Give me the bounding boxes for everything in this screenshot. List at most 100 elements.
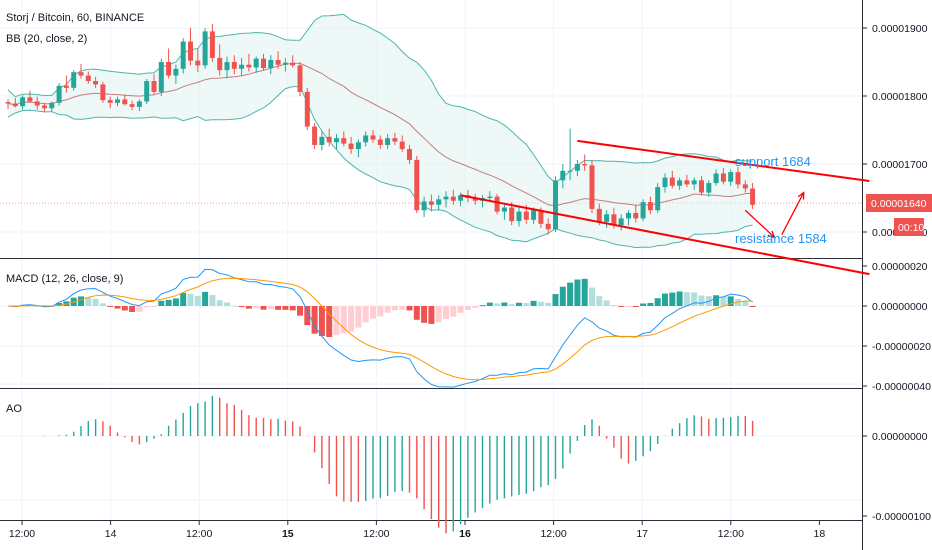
candle-body — [78, 72, 84, 76]
candle-body — [71, 72, 77, 88]
candle-body — [297, 65, 303, 92]
time-tick-label: 15 — [282, 528, 294, 540]
candle-body — [458, 195, 464, 201]
time-tick-label: 12:00 — [9, 528, 35, 540]
macd-histogram-bar — [224, 302, 230, 306]
macd-histogram-bar — [662, 293, 668, 306]
candle-body — [596, 208, 602, 222]
ao-tick-label: 0.00000000 — [872, 431, 928, 443]
candle-body — [334, 138, 339, 143]
candle-body — [501, 207, 507, 212]
candle-body — [253, 58, 259, 68]
time-tick-label: 12:00 — [540, 528, 566, 540]
projection-arrow — [781, 192, 805, 236]
bb-lower — [7, 86, 753, 249]
macd-histogram-bar — [435, 306, 442, 323]
candle-body — [450, 196, 456, 201]
bb-basis — [7, 62, 753, 207]
time-tick-label: 16 — [459, 528, 471, 540]
macd-histogram-bar — [216, 300, 223, 306]
candle-body — [531, 210, 537, 220]
macd-histogram-bar — [253, 306, 260, 309]
macd-histogram-bar — [603, 300, 610, 306]
macd-histogram-bar — [530, 300, 537, 306]
candle-body — [202, 31, 208, 66]
macd-histogram-bar — [99, 303, 106, 306]
candle-body — [750, 188, 756, 205]
macd-histogram-bar — [516, 302, 522, 306]
bb-indicator-label[interactable]: BB (20, close, 2) — [6, 33, 87, 45]
candle-body — [107, 100, 113, 103]
candle-body — [224, 62, 230, 71]
macd-histogram-bar — [348, 306, 355, 332]
symbol-title: Storj / Bitcoin, 60, BINANCE — [6, 12, 144, 24]
candle-body — [275, 59, 281, 65]
candle-body — [209, 31, 215, 58]
macd-tick-label: -0.00000040 — [872, 381, 931, 393]
candle-body — [246, 64, 252, 68]
candle-body — [472, 198, 478, 201]
macd-histogram-bar — [749, 306, 756, 307]
candle-body — [436, 199, 442, 205]
last-price-tag — [866, 194, 932, 212]
candle-body — [290, 62, 296, 66]
macd-histogram-bar — [326, 306, 333, 338]
candle-body — [553, 180, 558, 230]
candle-body — [385, 138, 391, 145]
grid — [0, 0, 863, 550]
macd-histogram-bar — [362, 306, 369, 323]
macd-histogram-bar — [107, 306, 114, 307]
projection-arrow — [744, 209, 775, 238]
candle-body — [487, 196, 493, 198]
candle-body — [509, 207, 515, 222]
candle-body — [713, 173, 719, 184]
candle-body — [115, 99, 120, 103]
bb-upper — [7, 13, 753, 184]
candle-body — [355, 142, 361, 150]
macd-histogram-bar — [413, 306, 420, 320]
candle-body — [261, 58, 266, 69]
candle-body — [662, 177, 668, 188]
macd-histogram-bar — [589, 287, 595, 306]
price-tick-label: 0.00001800 — [872, 91, 928, 103]
candle-body — [669, 177, 675, 186]
macd-histogram-bar — [596, 296, 603, 306]
channel-line — [577, 139, 870, 182]
projection-arrowhead — [797, 191, 805, 200]
macd-histogram-bar — [384, 306, 391, 313]
resistance-annotation: resistance 1584 — [735, 231, 827, 246]
macd-histogram-bar — [129, 306, 136, 312]
time-tick-label: 12:00 — [186, 528, 212, 540]
bb-fill — [8, 14, 753, 248]
ao-indicator-label[interactable]: AO — [6, 403, 22, 415]
time-tick-label: 14 — [105, 528, 117, 540]
candle-body — [42, 105, 47, 109]
candle-body — [742, 184, 748, 189]
macd-histogram-bar — [479, 305, 486, 307]
candle-body — [56, 85, 62, 103]
candle-body — [144, 81, 150, 102]
macd-histogram-bar — [574, 279, 581, 306]
countdown-tag — [894, 218, 924, 236]
candle-body — [188, 41, 193, 61]
macd-indicator-label[interactable]: MACD (12, 26, close, 9) — [6, 273, 123, 285]
candle-body — [268, 59, 274, 69]
candle-body — [706, 183, 712, 193]
candle-body — [494, 196, 500, 212]
candle-body — [720, 173, 726, 182]
macd-histogram-bar — [121, 306, 128, 311]
candle-body — [626, 212, 631, 219]
candle-body — [312, 126, 318, 145]
macd-histogram-bar — [472, 306, 479, 308]
candle-body — [239, 64, 245, 69]
candle-body — [633, 212, 639, 219]
support-annotation: support 1684 — [735, 154, 811, 169]
macd-histogram-bar — [428, 306, 435, 324]
macd-histogram-bar — [691, 292, 698, 306]
candle-body — [421, 201, 427, 211]
macd-histogram-bar — [92, 298, 99, 306]
candle-body — [399, 141, 405, 150]
macd-histogram-bar — [581, 278, 588, 306]
macd-histogram-bar — [552, 294, 559, 306]
